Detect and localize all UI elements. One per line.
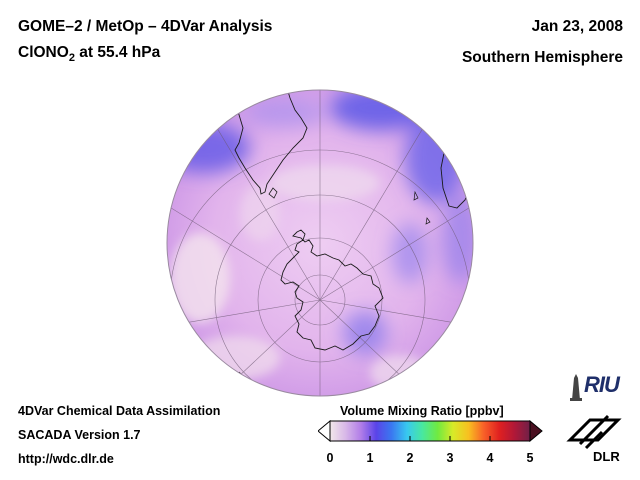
footer-version: SACADA Version 1.7 [18,428,141,442]
colorbar-high-arrow [529,420,543,442]
pressure-level: at 55.4 hPa [74,44,161,61]
colorbar-title: Volume Mixing Ratio [ppbv] [340,404,504,418]
colorbar [318,420,543,442]
colorbar-tick-label: 0 [326,451,334,465]
riu-logo-icon [570,374,582,401]
dlr-logo-icon [566,414,622,450]
colorbar-low-arrow [318,420,331,442]
riu-logo-text: RIU [584,372,620,397]
south-america-coastline [234,90,308,195]
dlr-logo-text: DLR [593,449,620,464]
globe-outline [166,89,474,397]
footer-assimilation: 4DVar Chemical Data Assimilation [18,404,221,418]
colorbar-tick-label: 3 [446,451,454,465]
species-subscript: 2 [68,52,75,64]
map-title: GOME–2 / MetOp – 4DVar Analysis [18,18,273,35]
colorbar-gradient [329,420,531,442]
colorbar-tick-label: 5 [526,451,534,465]
footer-url: http://wdc.dlr.de [18,452,114,466]
antarctica-coastline [280,229,384,351]
colorbar-tick-label: 4 [486,451,494,465]
globe-map [166,89,474,397]
australia-coastline [167,347,196,396]
species-name: ClONO [18,44,69,61]
map-date: Jan 23, 2008 [531,18,623,35]
map-region: Southern Hemisphere [461,49,623,66]
colorbar-tick-label: 1 [366,451,374,465]
map-subtitle: ClONO2 at 55.4 hPa [18,44,161,64]
colorbar-tick-label: 2 [406,451,414,465]
